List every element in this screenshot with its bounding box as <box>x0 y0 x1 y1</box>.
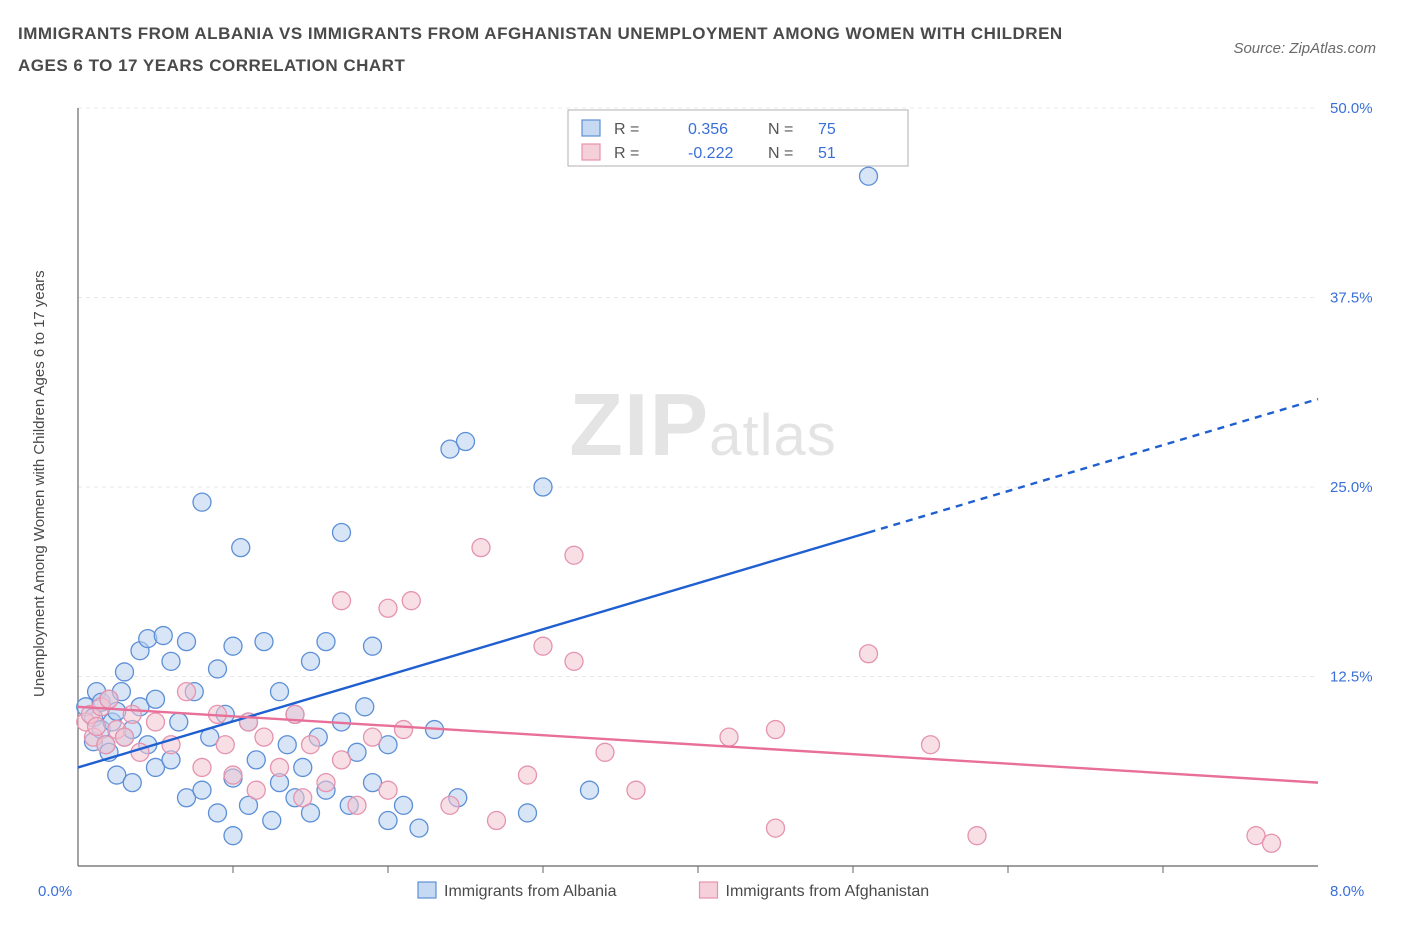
svg-text:50.0%: 50.0% <box>1330 100 1373 117</box>
svg-text:0.0%: 0.0% <box>38 883 72 900</box>
svg-text:Immigrants from Albania: Immigrants from Albania <box>444 883 617 900</box>
chart-area: ZIPatlas 12.5%25.0%37.5%50.0%0.0%8.0%Une… <box>18 100 1388 912</box>
svg-text:37.5%: 37.5% <box>1330 290 1373 307</box>
svg-text:Immigrants from Afghanistan: Immigrants from Afghanistan <box>726 883 930 900</box>
svg-text:0.356: 0.356 <box>688 121 728 138</box>
svg-text:12.5%: 12.5% <box>1330 669 1373 686</box>
source-label: Source: ZipAtlas.com <box>1233 40 1376 57</box>
svg-text:8.0%: 8.0% <box>1330 883 1364 900</box>
svg-text:25.0%: 25.0% <box>1330 479 1373 496</box>
chart-title: IMMIGRANTS FROM ALBANIA VS IMMIGRANTS FR… <box>18 18 1098 83</box>
svg-text:R =: R = <box>614 121 639 138</box>
svg-text:N =: N = <box>768 145 793 162</box>
svg-text:N =: N = <box>768 121 793 138</box>
svg-text:75: 75 <box>818 121 836 138</box>
svg-text:R =: R = <box>614 145 639 162</box>
scatter-chart: 12.5% 25.0% 37.5% 50.0% 0.0% 8.0% Unemployment… <box>18 100 1388 912</box>
svg-text:51: 51 <box>818 145 836 162</box>
svg-text:-0.222: -0.222 <box>688 145 733 162</box>
svg-text:Unemployment Among Women with: Unemployment Among Women with Children A… <box>31 270 48 697</box>
